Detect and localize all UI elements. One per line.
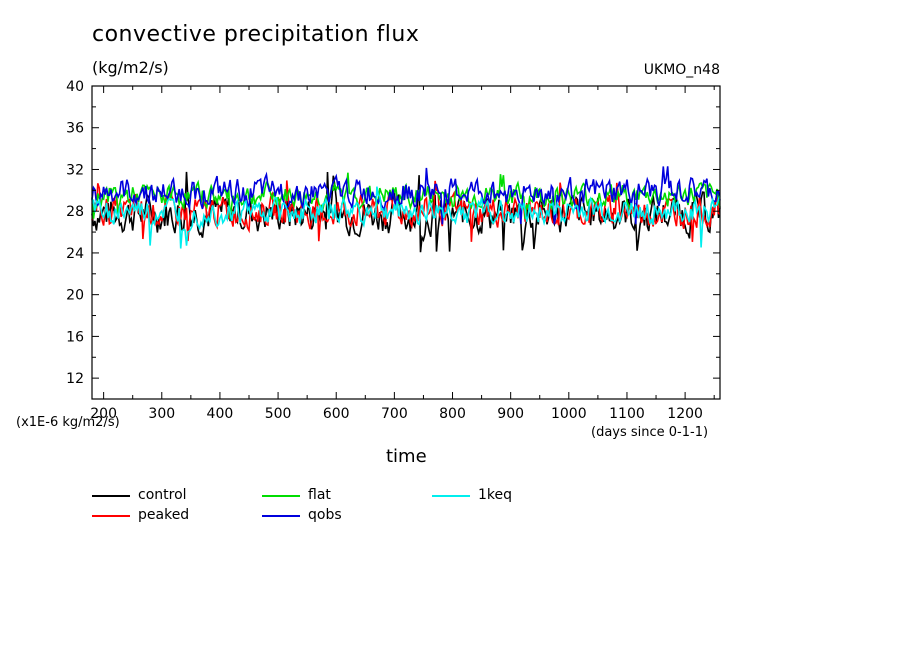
axis-layer: 12 16 20 24 28 32 36 40 200 300 400 500 600 700 800 900… xyxy=(66,79,720,422)
plot-frame xyxy=(91,85,721,400)
series-line-1keq xyxy=(91,186,721,249)
x-tick-label: 700 xyxy=(381,406,408,422)
legend-label: flat xyxy=(308,487,331,503)
y-tick-label: 16 xyxy=(66,329,84,345)
x-tick-label: 200 xyxy=(90,406,117,422)
legend-swatch xyxy=(262,515,300,517)
y-units-label: (kg/m2/s) xyxy=(92,58,169,77)
x-tick-label: 300 xyxy=(148,406,175,422)
y-tick-label: 12 xyxy=(66,371,84,387)
legend-swatch xyxy=(262,495,300,497)
x-tick-label: 400 xyxy=(207,406,234,422)
legend-swatch xyxy=(432,495,470,497)
x-axis-title: time xyxy=(386,446,427,467)
chart-title: convective precipitation flux xyxy=(92,22,420,47)
y-tick-label: 36 xyxy=(66,121,84,137)
series-layer xyxy=(91,166,721,253)
x-tick-label: 900 xyxy=(497,406,524,422)
legend-swatch xyxy=(92,515,130,517)
y-tick-label: 28 xyxy=(66,204,84,220)
y-tick-label: 40 xyxy=(66,79,84,95)
x-tick-label: 500 xyxy=(265,406,292,422)
legend-swatch xyxy=(92,495,130,497)
x-tick-label: 800 xyxy=(439,406,466,422)
y-tick-label: 20 xyxy=(66,288,84,304)
model-label: UKMO_n48 xyxy=(643,62,720,78)
x-tick-label: 1100 xyxy=(609,406,645,422)
x-tick-label: 1200 xyxy=(667,406,703,422)
x-tick-label: 1000 xyxy=(551,406,587,422)
y-tick-label: 32 xyxy=(66,162,84,178)
legend-label: qobs xyxy=(308,507,342,523)
legend-label: control xyxy=(138,487,187,503)
legend-label: peaked xyxy=(138,507,190,523)
series-line-qobs xyxy=(91,166,721,225)
x-tick-label: 600 xyxy=(323,406,350,422)
y-scale-label: (x1E-6 kg/m2/s) xyxy=(16,415,120,430)
x-units-label: (days since 0-1-1) xyxy=(591,425,709,440)
series-line-peaked xyxy=(91,180,721,242)
legend-label: 1keq xyxy=(478,487,513,503)
y-tick-label: 24 xyxy=(66,246,84,262)
